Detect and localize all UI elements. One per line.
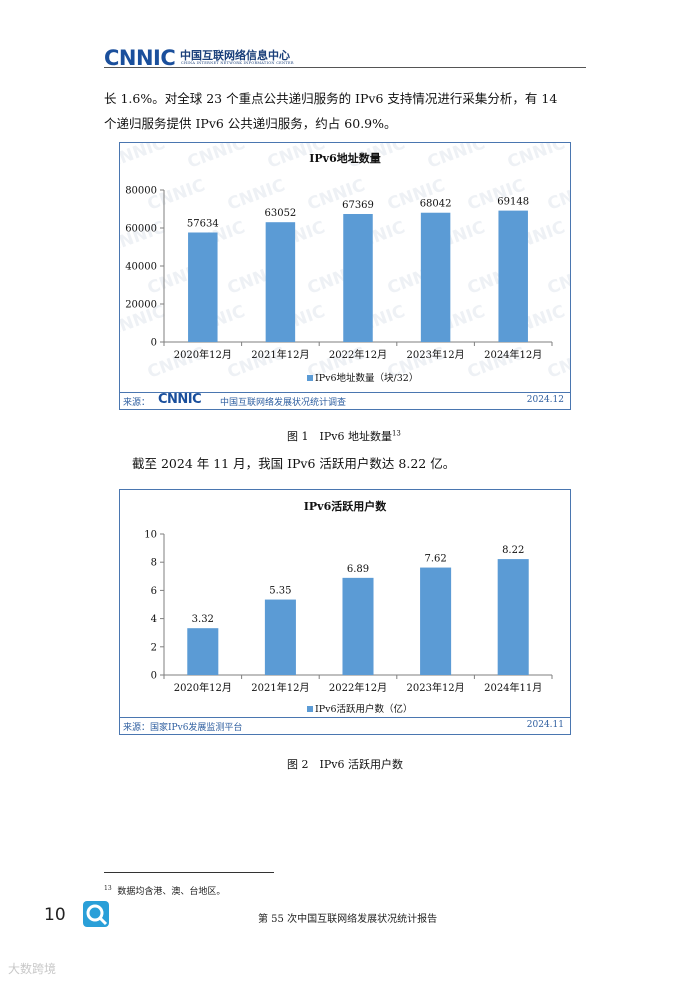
y-tick-label: 0 [151,671,157,682]
magnifier-logo-icon [83,901,109,927]
caption-footnote-ref: 13 [391,429,401,438]
legend-swatch [307,706,313,712]
y-tick-label: 20000 [125,300,157,311]
source-text: 中国互联网络发展状况统计调查 [220,398,347,408]
figure2-chart: IPv6活跃用户数 0 2 4 6 8 10 3.32 2020年12月 5.35 2021年12月… [119,489,571,735]
bar [342,577,374,675]
chart-title: IPv6地址数量 [309,151,380,165]
data-label: 68042 [420,199,452,210]
data-label: 6.89 [347,564,369,575]
bar [343,213,373,342]
source-date: 2024.12 [526,395,564,405]
footnote: 13 数据均含港、澳、台地区。 [104,884,225,897]
watermark-text: CNNIC [545,343,570,382]
bar [265,222,296,342]
x-tick-label: 2020年12月 [174,348,232,361]
x-tick-label: 2024年11月 [484,681,542,694]
data-label: 57634 [187,218,219,229]
watermark-text: CNNIC [185,143,248,173]
bar [498,210,528,342]
legend-swatch [307,375,313,381]
footnote-divider [104,872,274,873]
x-tick-label: 2023年12月 [407,681,465,694]
watermark-text: CNNIC [505,143,568,173]
source-cnnic-logo: CNNIC [158,392,202,407]
data-label: 7.62 [424,554,446,565]
figure2-source: 来源：国家IPv6发展监测平台 2024.11 [120,717,570,734]
bar [420,212,451,342]
y-tick-label: 4 [151,614,157,625]
data-label: 69148 [497,197,529,208]
footnote-number: 13 [104,885,112,892]
footnote-text: 数据均含港、澳、台地区。 [117,887,226,897]
data-label: 3.32 [192,614,214,625]
paragraph-line: 截至 2024 年 11 月，我国 IPv6 活跃用户数达 8.22 亿。 [132,456,456,471]
watermark-text: CNNIC [425,143,488,173]
x-tick-label: 2024年12月 [484,348,542,361]
watermark-text: CNNIC [545,175,570,214]
figure1-source: 来源： CNNIC 中国互联网络发展状况统计调查 2024.12 [120,392,570,409]
x-tick-label: 2021年12月 [251,681,309,694]
y-tick-label: 40000 [125,262,157,273]
bar [264,599,296,675]
legend-label: IPv6地址数量（块/32） [315,372,418,384]
data-label: 63052 [264,208,296,219]
bar [187,628,219,675]
x-tick-label: 2023年12月 [407,348,465,361]
x-tick-label: 2022年12月 [329,681,387,694]
y-tick-label: 80000 [125,186,157,197]
watermark-text: CNNIC [465,175,528,214]
x-tick-label: 2021年12月 [251,348,309,361]
corner-watermark: 大数跨境 [8,962,57,976]
paragraph-line: 个递归服务提供 IPv6 公共递归服务，约占 60.9%。 [104,116,397,131]
report-title: 第 55 次中国互联网络发展状况统计报告 [258,914,438,925]
y-tick-label: 60000 [125,224,157,235]
y-tick-label: 0 [151,338,157,349]
source-date: 2024.11 [526,720,564,730]
source-text: 来源：国家IPv6发展监测平台 [123,723,243,733]
bar [420,567,452,675]
data-label: 67369 [342,200,374,211]
data-label: 8.22 [502,545,524,556]
bar [497,559,529,675]
chart2-svg: IPv6活跃用户数 0 2 4 6 8 10 3.32 2020年12月 5.35 2021年12月… [144,499,553,715]
figure1-chart: CNNIC CNNIC CNNIC CNNIC CNNIC CNNIC CNNIC CNNIC… [119,142,571,410]
caption-text: 图 1 IPv6 地址数量 [287,430,392,443]
watermark-text: CNNIC [120,143,168,173]
x-tick-label: 2022年12月 [329,348,387,361]
source-label: 来源： [123,398,151,408]
org-name-en: CHINA INTERNET NETWORK INFORMATION CENTE… [181,61,294,65]
bar [188,232,218,342]
org-name-cn: 中国互联网络信息中心 [180,49,290,62]
x-tick-label: 2020年12月 [174,681,232,694]
legend-label: IPv6活跃用户数（亿） [315,703,413,715]
page-number: 10 [44,905,66,925]
y-tick-label: 10 [144,530,157,541]
cnnic-logo: CNNIC [104,46,176,70]
header-divider [104,67,586,68]
y-tick-label: 6 [151,586,157,597]
y-tick-label: 8 [151,558,157,569]
chart-title: IPv6活跃用户数 [304,499,387,513]
paragraph-line: 长 1.6%。对全球 23 个重点公共递归服务的 IPv6 支持情况进行采集分析… [104,91,558,106]
figure2-caption: 图 2 IPv6 活跃用户数 [287,758,403,771]
y-tick-label: 2 [151,642,157,653]
data-label: 5.35 [269,586,291,597]
watermark-text: CNNIC [545,259,570,298]
figure1-caption: 图 1 IPv6 地址数量13 [287,428,401,444]
